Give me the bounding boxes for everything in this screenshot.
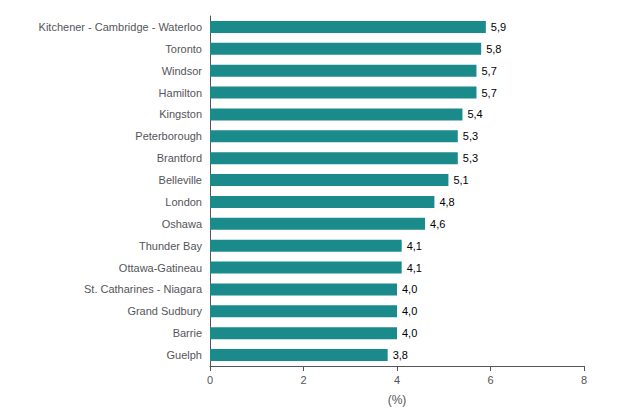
svg-text:Kingston: Kingston: [159, 108, 202, 120]
svg-text:5,7: 5,7: [481, 87, 496, 99]
svg-text:5,7: 5,7: [481, 65, 496, 77]
svg-text:4,0: 4,0: [402, 305, 417, 317]
svg-text:3,8: 3,8: [393, 349, 408, 361]
svg-text:Toronto: Toronto: [165, 43, 202, 55]
svg-text:Kitchener - Cambridge - Waterl: Kitchener - Cambridge - Waterloo: [39, 21, 202, 33]
svg-text:0: 0: [207, 374, 213, 386]
svg-text:4,1: 4,1: [407, 262, 422, 274]
svg-text:5,4: 5,4: [467, 108, 482, 120]
svg-text:Guelph: Guelph: [167, 349, 202, 361]
svg-text:Barrie: Barrie: [173, 327, 202, 339]
svg-text:Belleville: Belleville: [159, 174, 202, 186]
svg-text:Peterborough: Peterborough: [135, 130, 202, 142]
svg-text:4: 4: [394, 374, 400, 386]
svg-text:4,8: 4,8: [439, 196, 454, 208]
svg-text:5,8: 5,8: [486, 43, 501, 55]
svg-text:5,1: 5,1: [453, 174, 468, 186]
svg-text:5,3: 5,3: [463, 130, 478, 142]
svg-text:Ottawa-Gatineau: Ottawa-Gatineau: [119, 262, 202, 274]
svg-text:Grand Sudbury: Grand Sudbury: [127, 305, 202, 317]
svg-text:4,0: 4,0: [402, 327, 417, 339]
svg-text:6: 6: [487, 374, 493, 386]
svg-text:4,6: 4,6: [430, 218, 445, 230]
svg-text:Oshawa: Oshawa: [162, 218, 203, 230]
svg-text:Hamilton: Hamilton: [159, 87, 202, 99]
svg-text:Windsor: Windsor: [162, 65, 203, 77]
svg-text:5,3: 5,3: [463, 152, 478, 164]
svg-text:London: London: [165, 196, 202, 208]
svg-text:Thunder Bay: Thunder Bay: [139, 240, 202, 252]
svg-text:St. Catharines - Niagara: St. Catharines - Niagara: [84, 283, 203, 295]
svg-text:8: 8: [581, 374, 587, 386]
svg-text:4,0: 4,0: [402, 283, 417, 295]
svg-text:(%): (%): [388, 393, 407, 407]
svg-text:5,9: 5,9: [491, 21, 506, 33]
svg-text:2: 2: [300, 374, 306, 386]
svg-text:4,1: 4,1: [407, 240, 422, 252]
svg-text:Brantford: Brantford: [157, 152, 202, 164]
